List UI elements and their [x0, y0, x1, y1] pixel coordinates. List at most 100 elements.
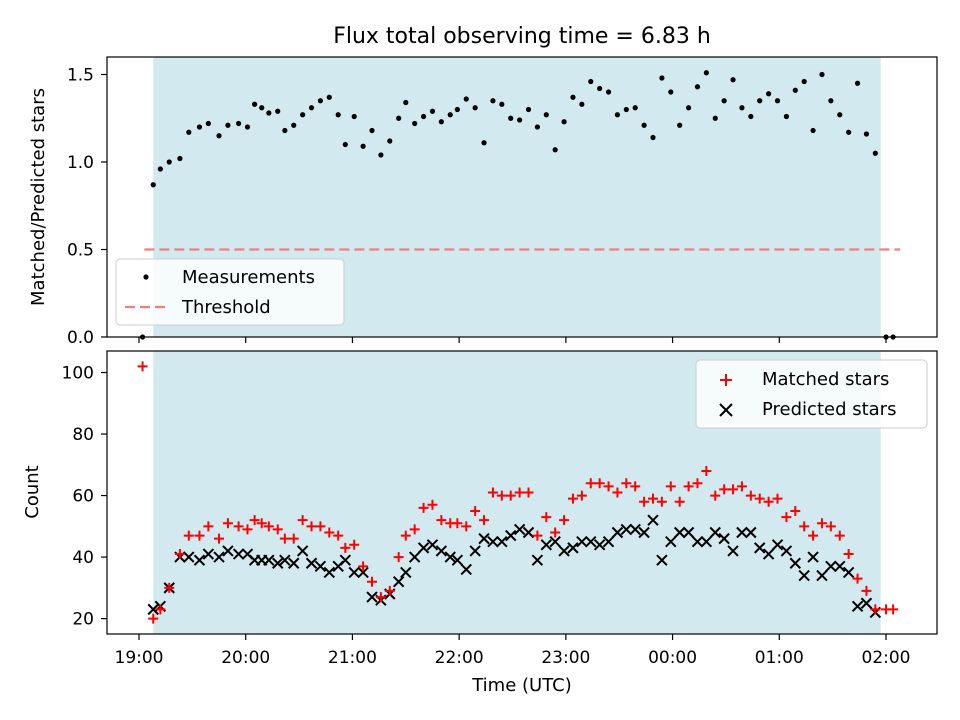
matched-star-point	[719, 484, 730, 495]
bottom-panel: 20 40 60 80 100 19:00 20:00 21:00 22:00 23:00 00:…	[22, 350, 938, 696]
measurement-point	[403, 99, 409, 106]
matched-star-point	[656, 496, 667, 507]
matched-star-point	[194, 530, 205, 541]
predicted-star-point	[522, 526, 535, 539]
measurement-point	[412, 120, 418, 127]
measurement-point	[259, 105, 265, 111]
measurement-point	[387, 138, 393, 144]
predicted-star-point	[305, 557, 318, 569]
matched-star-point	[409, 524, 420, 535]
predicted-star-point	[469, 545, 481, 557]
matched-star-point	[272, 524, 283, 535]
measurement-point	[757, 98, 763, 104]
measurement-point	[810, 127, 816, 134]
matched-star-point	[576, 490, 587, 501]
x-tick-label: 23:00	[541, 648, 590, 668]
measurement-point	[225, 122, 231, 128]
matched-star-point	[808, 530, 819, 541]
x-tick-label: 01:00	[755, 648, 804, 668]
measurement-point	[291, 122, 297, 128]
matched-star-point	[233, 521, 244, 532]
predicted-star-point	[567, 542, 579, 554]
measurement-point	[721, 98, 727, 104]
predicted-star-point	[505, 529, 517, 542]
matched-star-point	[479, 515, 490, 526]
matched-star-point	[340, 542, 351, 553]
x-tick-label: 19:00	[115, 648, 164, 668]
top-panel: 0.0 0.5 1.0 1.5 Matched/Predicted stars Mea…	[28, 56, 938, 348]
measurement-point	[828, 98, 834, 104]
measurement-point	[730, 77, 736, 83]
measurement-point	[360, 143, 366, 149]
matched-star-point	[461, 521, 472, 532]
matched-star-point	[366, 576, 377, 587]
measurement-point	[872, 150, 878, 156]
matched-star-point	[816, 518, 827, 529]
count-series	[137, 361, 899, 624]
measurement-point	[579, 101, 585, 107]
legend-label-threshold: Threshold	[181, 297, 271, 318]
measurement-point	[588, 78, 594, 85]
top-y-axis: 0.0 0.5 1.0 1.5	[67, 66, 107, 348]
predicted-star-point	[585, 536, 597, 548]
x-axis-label: Time (UTC)	[471, 675, 572, 696]
predicted-star-point	[339, 554, 352, 566]
measurement-point	[150, 182, 156, 188]
predicted-star-point	[417, 542, 430, 554]
bottom-plot-frame	[106, 350, 938, 635]
matched-star-point	[523, 487, 534, 498]
y-tick-label: 40	[72, 548, 94, 568]
measurement-point	[801, 78, 807, 85]
x-tick-label: 21:00	[328, 648, 377, 668]
matched-star-point	[452, 518, 463, 529]
measurement-point	[650, 134, 656, 141]
measurement-point	[748, 113, 754, 120]
measurement-point	[499, 101, 505, 107]
matched-star-point	[384, 585, 395, 596]
measurement-point	[438, 119, 444, 125]
matched-star-point	[148, 613, 159, 624]
matched-star-point	[585, 478, 596, 489]
measurement-point	[819, 71, 825, 78]
legend-marker-predicted	[719, 403, 733, 417]
matched-star-point	[621, 478, 632, 489]
matched-star-point	[324, 527, 335, 538]
measurement-point	[369, 127, 375, 134]
matched-star-point	[692, 478, 703, 489]
matched-star-point	[242, 524, 253, 535]
measurement-point	[766, 91, 772, 97]
measurement-point	[605, 89, 612, 95]
matched-star-point	[155, 604, 166, 615]
predicted-star-point	[745, 526, 757, 539]
predicted-star-point	[232, 548, 245, 560]
predicted-star-point	[426, 539, 439, 551]
predicted-star-point	[408, 551, 421, 563]
legend-box	[115, 258, 345, 326]
matched-star-point	[639, 496, 650, 507]
predicted-star-point	[620, 523, 633, 536]
predicted-star-point	[780, 545, 793, 557]
predicted-star-point	[673, 526, 686, 539]
measurement-point	[420, 113, 427, 120]
predicted-star-point	[638, 526, 650, 539]
measurement-point	[490, 98, 496, 104]
measurement-point	[205, 120, 211, 127]
matched-star-point	[315, 521, 326, 532]
predicted-star-point	[531, 554, 544, 566]
predicted-star-point	[754, 542, 766, 554]
measurement-point	[351, 113, 357, 120]
predicted-star-point	[727, 545, 739, 557]
matched-star-point	[393, 552, 404, 563]
matched-star-point	[505, 490, 516, 501]
measurement-point	[454, 106, 460, 113]
matched-star-point	[183, 530, 194, 541]
measurement-point	[694, 84, 701, 90]
matched-star-point	[674, 496, 685, 507]
measurement-point	[481, 140, 487, 146]
matched-star-point	[843, 549, 854, 560]
measurement-point	[166, 159, 172, 165]
legend-label-predicted: Predicted stars	[762, 399, 896, 420]
matched-star-point	[559, 515, 570, 526]
y-tick-label: 0.5	[67, 241, 94, 261]
